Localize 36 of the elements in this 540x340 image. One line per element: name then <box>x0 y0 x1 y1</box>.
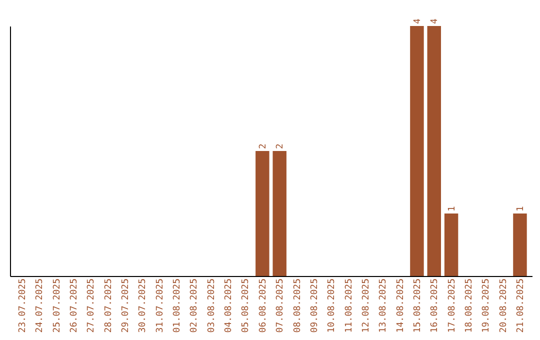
x-tick-label: 17.08.2025 <box>447 278 458 333</box>
x-tick-label: 08.08.2025 <box>292 278 303 333</box>
x-tick-label: 05.08.2025 <box>241 278 252 333</box>
data-label: 1 <box>516 206 526 212</box>
x-tick-label: 07.08.2025 <box>276 278 286 333</box>
x-tick-label: 11.08.2025 <box>344 278 354 333</box>
x-tick-label: 14.08.2025 <box>396 278 406 333</box>
x-tick-label: 24.07.2025 <box>35 278 46 333</box>
x-tick-label: 15.08.2025 <box>412 278 423 333</box>
x-tick-label: 19.08.2025 <box>482 278 492 333</box>
x-tick-label: 31.07.2025 <box>155 278 166 333</box>
x-tick-label: 09.08.2025 <box>310 278 320 333</box>
x-tick-label: 27.07.2025 <box>86 278 97 333</box>
x-tick-label: 26.07.2025 <box>70 278 80 333</box>
x-tick-label: 06.08.2025 <box>258 278 268 333</box>
x-tick-label: 16.08.2025 <box>430 278 440 333</box>
x-tick-label: 25.07.2025 <box>52 278 62 333</box>
x-tick-label: 02.08.2025 <box>190 278 200 333</box>
x-tick-label: 12.08.2025 <box>361 278 372 333</box>
x-tick-label: 18.08.2025 <box>464 278 474 333</box>
x-tick-label: 03.08.2025 <box>206 278 217 333</box>
data-label: 1 <box>447 206 458 212</box>
data-label: 2 <box>276 144 286 149</box>
x-tick-label: 30.07.2025 <box>138 278 148 333</box>
data-label: 2 <box>258 144 268 149</box>
x-tick-label: 20.08.2025 <box>498 278 509 333</box>
x-tick-label: 29.07.2025 <box>121 278 132 333</box>
x-tick-label: 04.08.2025 <box>224 278 234 333</box>
data-label: 4 <box>430 18 440 24</box>
x-tick-label: 23.07.2025 <box>18 278 28 333</box>
x-tick-label: 01.08.2025 <box>172 278 183 333</box>
x-tick-label: 10.08.2025 <box>327 278 338 333</box>
x-tick-label: 21.08.2025 <box>516 278 526 333</box>
x-tick-label: 28.07.2025 <box>104 278 114 333</box>
data-label: 4 <box>412 18 423 24</box>
x-tick-label: 13.08.2025 <box>378 278 389 333</box>
